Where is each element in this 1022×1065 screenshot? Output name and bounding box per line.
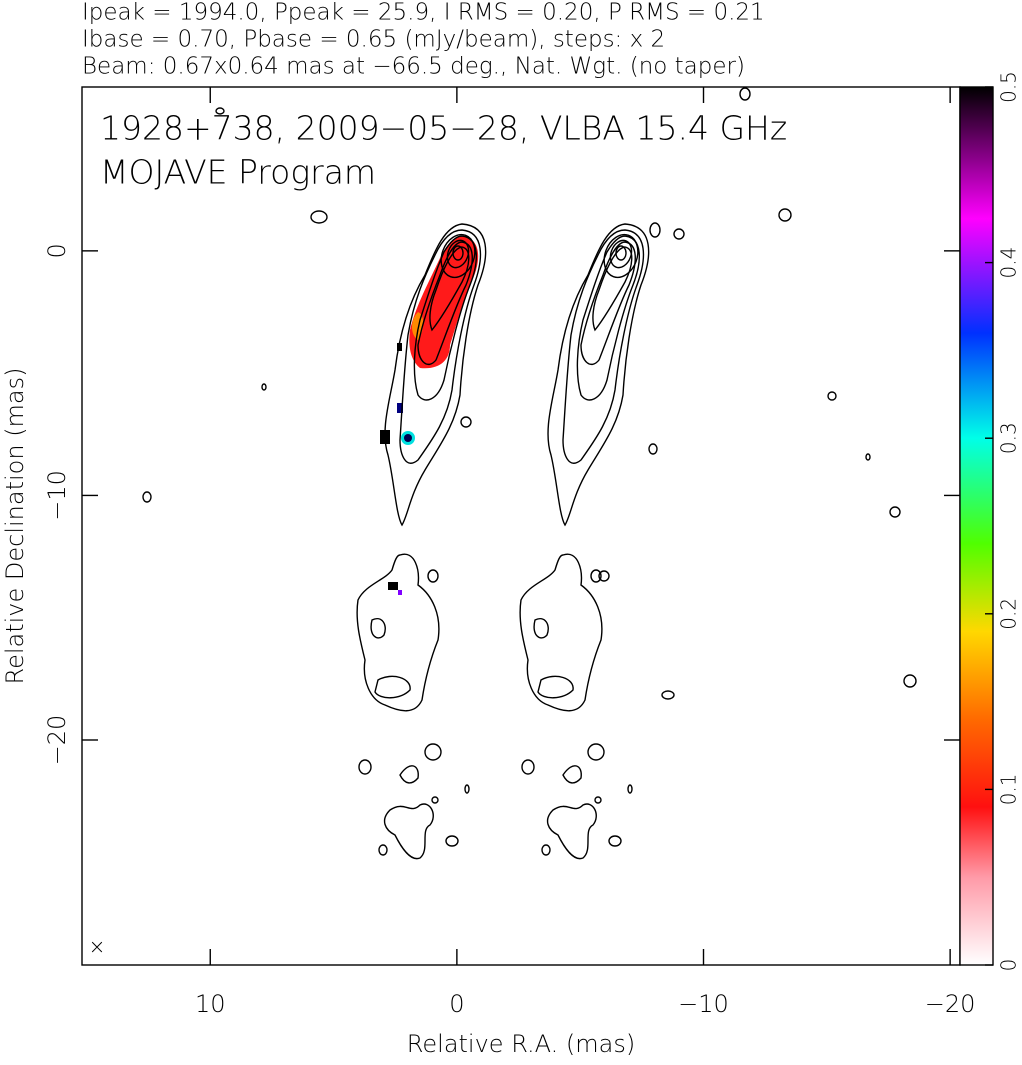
x-tick-label: −20	[925, 990, 976, 1018]
x-tick-label: 10	[195, 990, 226, 1018]
title-line: Beam: 0.67x0.64 mas at −66.5 deg., Nat. …	[82, 54, 745, 80]
y-axis-label: Relative Declination (mas)	[1, 367, 29, 684]
y-tick-label: −10	[43, 470, 71, 521]
colorbar-tick-label: 0.1	[997, 773, 1021, 805]
colorbar-tick-label: 0.3	[997, 422, 1021, 454]
title-line: Ipeak = 1994.0, Ppeak = 25.9, I RMS = 0.…	[82, 0, 765, 26]
colorbar-tick-label: 0.4	[997, 247, 1021, 279]
annotation: 1928+738, 2009−05−28, VLBA 15.4 GHz	[100, 109, 787, 148]
colorbar-tick-label: 0.5	[997, 71, 1021, 103]
x-axis-label: Relative R.A. (mas)	[407, 1030, 635, 1058]
title-line: Ibase = 0.70, Pbase = 0.65 (mJy/beam), s…	[82, 27, 665, 53]
colorbar	[959, 86, 994, 966]
x-tick-label: −10	[678, 990, 729, 1018]
plot-frame	[81, 86, 961, 966]
annotation: MOJAVE Program	[100, 153, 376, 192]
colorbar-tick-label: 0.2	[997, 598, 1021, 630]
x-tick-label: 0	[449, 990, 464, 1018]
y-tick-label: −20	[43, 715, 71, 766]
colorbar-tick-label: 0	[997, 959, 1021, 972]
beam-marker: ×	[89, 935, 106, 959]
y-tick-label: 0	[43, 243, 71, 258]
contours	[142, 87, 917, 860]
